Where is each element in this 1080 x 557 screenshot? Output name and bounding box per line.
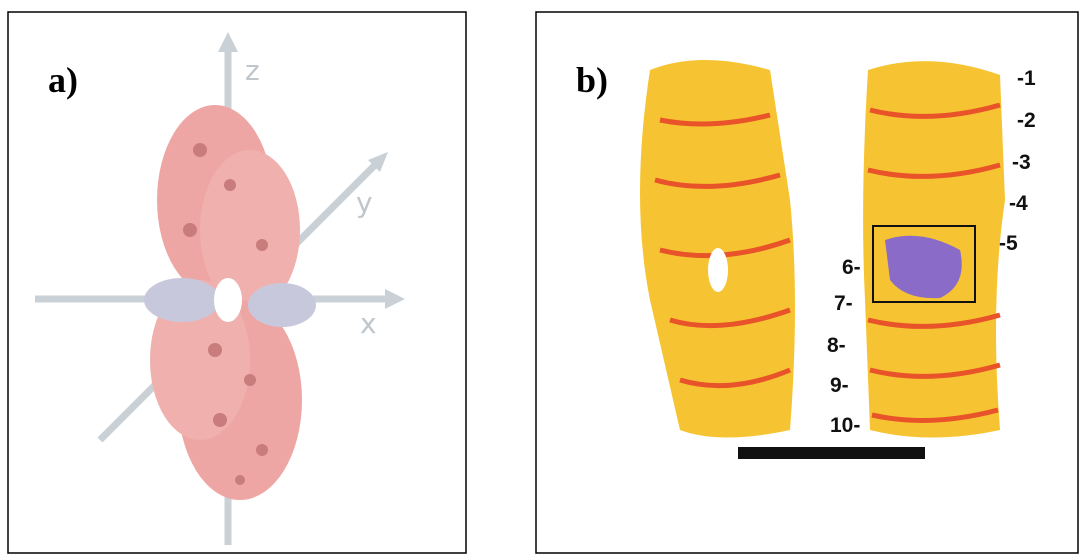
axis-label: x <box>360 307 377 340</box>
panel-label: b) <box>576 60 608 100</box>
axis-label: z <box>245 54 260 87</box>
number-label: 7- <box>834 292 853 315</box>
scale-bar <box>738 447 925 459</box>
axis-label: y <box>356 186 373 219</box>
panel-label: a) <box>48 60 78 100</box>
number-label: -1 <box>1017 67 1036 90</box>
figure: a) z y x b) -1 -2 -3 -4 -5 6- 7- 8- 9- 1… <box>0 0 1080 557</box>
number-label: -2 <box>1017 109 1036 132</box>
number-label: -4 <box>1009 192 1028 215</box>
molecule-b-right <box>863 61 1005 437</box>
number-label: 9- <box>830 374 849 397</box>
number-label: -5 <box>999 232 1018 255</box>
number-label: -3 <box>1012 151 1031 174</box>
number-label: 10- <box>830 414 860 437</box>
number-label: 8- <box>827 334 846 357</box>
number-label: 6- <box>842 256 861 279</box>
